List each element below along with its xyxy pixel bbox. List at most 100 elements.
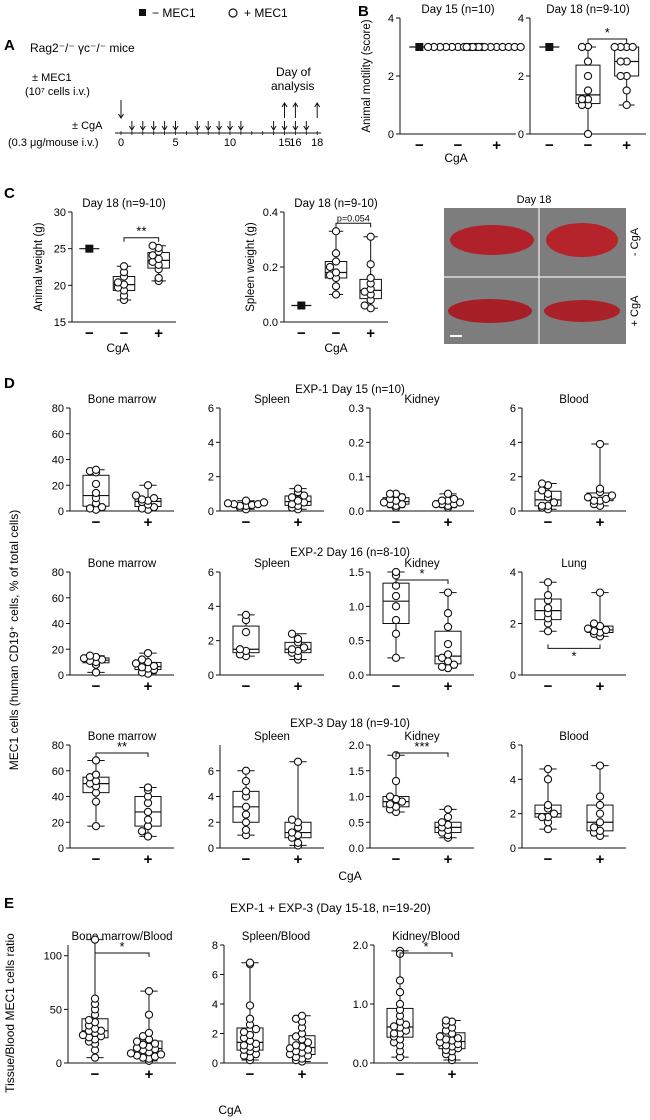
y-tick-label: 2 (518, 71, 524, 83)
data-point (595, 809, 605, 818)
significance-label: p=0.054 (337, 213, 370, 223)
data-point (331, 249, 341, 258)
data-point (391, 602, 401, 611)
y-tick-label: 0 (58, 843, 64, 855)
data-point (616, 57, 625, 66)
data-point (423, 42, 433, 52)
y-tick-label: 4 (510, 567, 516, 579)
panel-letter-b: B (358, 3, 369, 20)
data-point (389, 1022, 399, 1031)
chart-e2: 0 2 4 6 8 Spleen/Blood − + (212, 931, 328, 1083)
y-tick-label: 0 (208, 506, 214, 518)
group-plus: + (431, 489, 465, 531)
cga-label-b: CgA (444, 151, 467, 165)
x-tick-label: + (294, 678, 303, 695)
chart-title: Day 18 (n=9-10) (546, 4, 630, 16)
y-tick-label: 80 (52, 403, 64, 415)
data-point (239, 1027, 249, 1037)
data-point (391, 653, 401, 662)
group-minus: − (223, 496, 269, 531)
cga-injection-arrow-head (237, 125, 244, 131)
y-tick-label: 60 (52, 429, 64, 441)
mec1-injection-arrow-head (118, 113, 124, 119)
chart-title: Bone marrow (88, 731, 157, 743)
y-tick-label: 0.0 (349, 506, 364, 518)
data-point (543, 627, 553, 636)
y-tick-label: 2 (510, 472, 516, 484)
data-point (78, 1030, 88, 1040)
chart-d12: 0 2 4 6 Blood − + (510, 731, 626, 868)
data-point (595, 826, 605, 835)
x-tick-label: + (144, 678, 153, 695)
data-point (549, 498, 559, 507)
cga-treatment-label: ± CgA (72, 120, 103, 132)
data-point (156, 1050, 166, 1059)
data-point (622, 86, 631, 95)
significance-label: * (419, 566, 424, 581)
group-minus: − (382, 567, 410, 695)
data-point (543, 603, 553, 613)
y-tick-label: 40 (52, 619, 64, 631)
group-minus: − (78, 935, 109, 1083)
data-point (543, 775, 553, 784)
x-tick-label: + (444, 678, 453, 695)
significance-label: * (119, 939, 124, 954)
group-minus: − (539, 43, 560, 154)
data-point (385, 800, 395, 809)
data-point (366, 232, 375, 241)
cga-injection-arrow-head (194, 125, 201, 131)
y-tick-label: 40 (52, 455, 64, 467)
data-point (245, 958, 255, 967)
data-point (131, 659, 141, 668)
data-point (443, 622, 453, 632)
data-point (287, 645, 297, 654)
y-tick-label: 0 (58, 506, 64, 518)
y-tick-label: 0.5 (349, 817, 364, 829)
data-point (577, 42, 587, 52)
analysis-arrow-head (292, 102, 299, 108)
data-point (622, 100, 631, 110)
data-point (148, 251, 157, 260)
data-point (91, 756, 101, 765)
x-tick-label: − (396, 1066, 405, 1083)
timeline-label: 10 (224, 137, 236, 149)
mice-strain-label: Rag2⁻/⁻ γc⁻/⁻ mice (30, 41, 135, 55)
analysis-arrow-head (314, 102, 321, 108)
x-tick-label: + (596, 514, 605, 531)
data-point (595, 761, 605, 770)
data-point (241, 766, 251, 775)
data-point (143, 481, 153, 490)
data-point (91, 668, 101, 677)
y-tick-label: 0 (56, 1058, 62, 1070)
x-tick-label: + (294, 514, 303, 531)
panel-a-schedule: Rag2⁻/⁻ γc⁻/⁻ mice ± MEC1 (10⁷ cells i.v… (8, 41, 323, 149)
x-tick-label: − (584, 137, 593, 154)
significance-bracket (123, 237, 160, 242)
x-tick-label: − (415, 137, 424, 154)
data-point (583, 624, 593, 633)
data-point (395, 988, 405, 997)
y-tick-label: 0 (510, 843, 516, 855)
y-tick-label: 6 (208, 567, 214, 579)
data-point (299, 491, 309, 500)
data-point (293, 484, 303, 493)
data-point (90, 994, 100, 1003)
significance-bracket (399, 952, 453, 957)
photo-label-plus: + CgA (629, 295, 641, 327)
group-minus: − (382, 751, 410, 868)
y-tick-label: 4 (208, 792, 214, 804)
group-plus: + (284, 629, 312, 695)
spleen-plus-1 (448, 299, 532, 323)
x-tick-label: − (392, 678, 401, 695)
group-minus: − (534, 578, 562, 695)
data-point (331, 282, 341, 291)
data-point (331, 290, 341, 299)
data-point (549, 809, 559, 818)
significance-label: ** (136, 224, 146, 239)
data-point (245, 1001, 255, 1010)
chart-d6: 0 2 4 6 Spleen − + (208, 558, 324, 695)
significance-bracket (395, 752, 449, 757)
x-tick-label: + (144, 851, 153, 868)
y-tick-label: 0.2 (263, 262, 278, 274)
